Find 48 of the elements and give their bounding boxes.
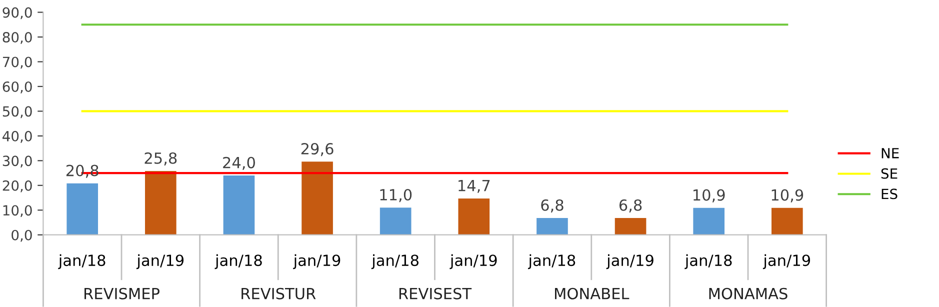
x-tick-label: jan/18	[58, 254, 106, 270]
bar	[458, 198, 490, 235]
x-tick-label: jan/19	[136, 254, 184, 270]
bar	[223, 176, 255, 235]
y-tick-label: 20,0	[2, 180, 32, 192]
x-tick-label: jan/19	[762, 254, 810, 270]
data-label: 25,8	[144, 152, 177, 166]
bar	[380, 208, 412, 235]
y-tick-label: 70,0	[2, 56, 32, 69]
legend-label: NE	[882, 148, 899, 158]
data-label: 20,8	[66, 164, 98, 178]
y-tick-label: 50,0	[2, 106, 32, 118]
data-label: 10,9	[772, 189, 804, 202]
y-tick-label: 80,0	[2, 32, 32, 44]
data-label: 14,7	[458, 180, 490, 193]
y-tick-label: 10,0	[3, 205, 32, 218]
data-label: 11,0	[380, 188, 412, 202]
text: REVISEST	[399, 288, 472, 300]
data-label: 6,8	[541, 199, 564, 212]
text: REVISMEP	[84, 288, 160, 300]
bar	[614, 218, 646, 235]
x-tick-label: jan/18	[528, 254, 576, 270]
y-tick-label: 60,0	[2, 81, 32, 94]
x-tick-label: jan/18	[684, 254, 732, 270]
y-tick-label: 40,0	[2, 130, 32, 143]
x-tick-label: jan/19	[450, 254, 497, 270]
bar	[772, 208, 803, 235]
bar	[302, 162, 333, 235]
text: REVISTUR	[242, 288, 316, 300]
y-tick-label: 30,0	[2, 156, 32, 168]
data-label: 29,6	[301, 142, 334, 156]
y-tick-label: 0,0	[12, 230, 32, 242]
x-tick-label: jan/19	[606, 254, 654, 270]
x-tick-label: jan/18	[371, 254, 418, 270]
data-label: 10,9	[694, 189, 725, 202]
bar	[66, 183, 98, 235]
legend-label: ES	[882, 188, 898, 200]
bar	[693, 208, 725, 235]
data-label: 6,8	[619, 199, 642, 212]
x-tick-label: jan/19	[293, 254, 340, 270]
text: MONABEL	[555, 288, 630, 300]
y-tick-label: 90,0	[2, 7, 32, 20]
legend-label: SE	[881, 168, 898, 179]
bar	[536, 218, 568, 235]
data-label: 24,0	[223, 156, 255, 170]
text: MONAMAS	[709, 288, 788, 300]
x-tick-label: jan/18	[214, 254, 262, 270]
bar	[145, 171, 176, 235]
